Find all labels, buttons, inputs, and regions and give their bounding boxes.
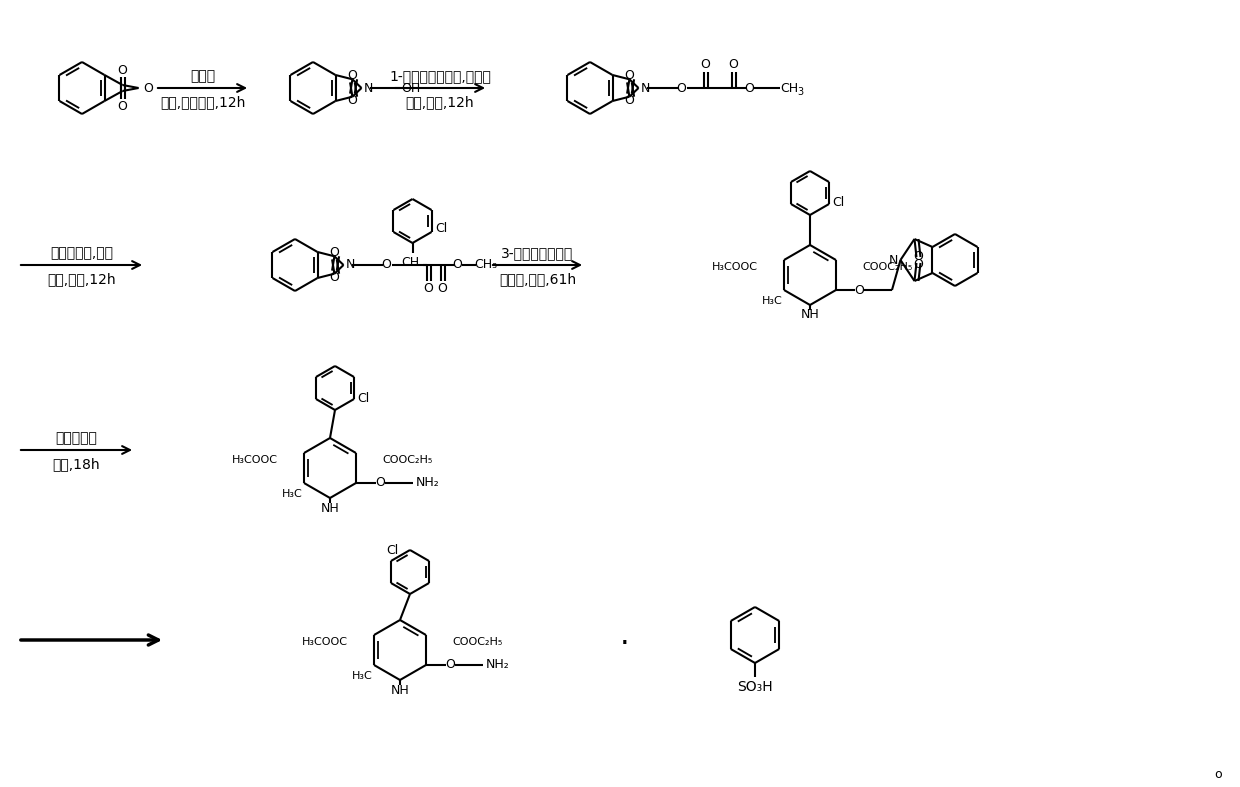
Text: ·: · [620,630,630,660]
Text: 甲苯,回流,12h: 甲苯,回流,12h [47,272,115,286]
Text: O: O [453,258,463,272]
Text: CH₃: CH₃ [474,258,497,272]
Text: Cl: Cl [386,544,398,556]
Text: 3: 3 [797,87,804,97]
Text: O: O [347,94,357,107]
Text: 空温,18h: 空温,18h [52,457,100,471]
Text: O: O [382,258,392,272]
Text: O: O [118,99,128,113]
Text: N: N [346,258,355,272]
Text: OH: OH [401,82,420,94]
Text: o: o [1214,768,1221,781]
Text: N: N [641,82,650,94]
Text: 3-氨基巴豆酸甲酯: 3-氨基巴豆酸甲酯 [501,246,574,260]
Text: O: O [677,82,687,94]
Text: SO₃H: SO₃H [738,680,773,694]
Text: H₃COOC: H₃COOC [232,455,278,465]
Text: NH: NH [321,501,340,515]
Text: O: O [374,476,384,490]
Text: 甲苯,空温,12h: 甲苯,空温,12h [405,95,475,109]
Text: O: O [118,64,128,76]
Text: O: O [729,58,739,72]
Text: H₃C: H₃C [281,489,303,499]
Text: N: N [889,253,898,267]
Text: O: O [914,257,924,271]
Text: N: N [363,82,373,94]
Text: COOC₂H₅: COOC₂H₅ [862,262,913,272]
Text: 1-氯乙酰乙酸乙酯,氯化钠: 1-氯乙酰乙酸乙酯,氯化钠 [389,69,491,83]
Text: 邻氯苯甲醛,哌啶: 邻氯苯甲醛,哌啶 [50,246,113,260]
Text: Cl: Cl [832,197,844,209]
Text: 甲胺水溶液: 甲胺水溶液 [56,431,98,445]
Text: O: O [625,94,635,107]
Text: NH: NH [801,309,820,322]
Text: O: O [144,82,154,94]
Text: COOC₂H₅: COOC₂H₅ [453,637,502,647]
Text: O: O [625,69,635,82]
Text: Cl: Cl [435,223,448,235]
Text: O: O [330,246,340,259]
Text: O: O [438,282,448,294]
Text: O: O [330,271,340,284]
Text: NH₂: NH₂ [486,659,510,671]
Text: 甲苯,回流分水,12h: 甲苯,回流分水,12h [160,95,246,109]
Text: Cl: Cl [357,391,370,405]
Text: O: O [914,249,924,263]
Text: O: O [854,283,864,297]
Text: H₃COOC: H₃COOC [303,637,348,647]
Text: COOC₂H₅: COOC₂H₅ [382,455,433,465]
Text: 冰醋酸,空温,61h: 冰醋酸,空温,61h [498,272,577,286]
Text: O: O [445,659,455,671]
Text: H₃COOC: H₃COOC [712,262,758,272]
Text: O: O [744,82,754,94]
Text: H₃C: H₃C [761,296,782,306]
Text: O: O [424,282,434,294]
Text: CH: CH [402,257,419,269]
Text: NH₂: NH₂ [417,476,440,490]
Text: O: O [701,58,711,72]
Text: NH: NH [391,683,409,696]
Text: CH: CH [780,82,799,94]
Text: 乙醇胺: 乙醇胺 [190,69,215,83]
Text: H₃C: H₃C [352,671,372,681]
Text: O: O [347,69,357,82]
